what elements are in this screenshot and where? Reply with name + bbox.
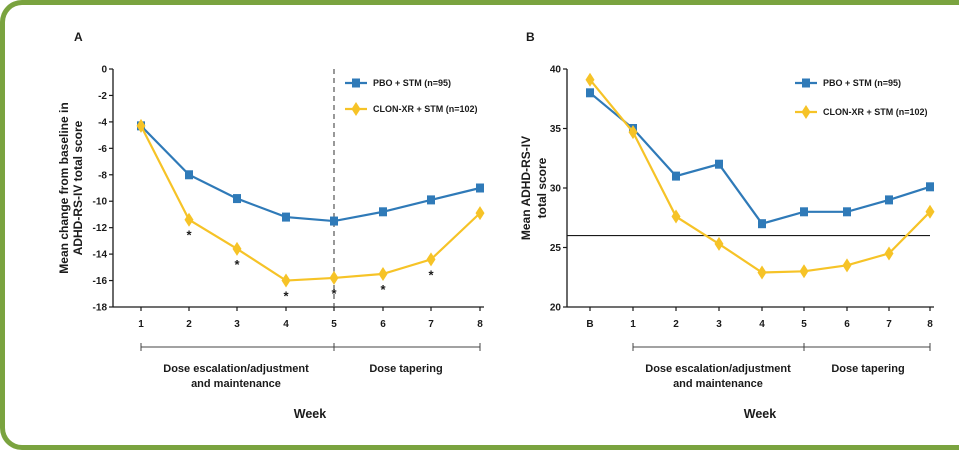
x-tick-label: 4 [759,319,765,330]
x-axis-label: Week [744,407,776,421]
x-tick-label: 7 [886,319,892,330]
y-tick-label: -2 [98,91,107,102]
x-axis-label: Week [294,407,326,421]
data-point [757,265,767,280]
series-line [140,125,481,282]
legend-label: CLON-XR + STM (n=102) [373,104,478,114]
x-tick-label: 8 [927,319,933,330]
x-tick-label: 2 [673,319,679,330]
data-point [585,72,595,87]
data-point [926,182,934,192]
data-point [715,159,723,169]
x-tick-label: 4 [283,319,289,330]
y-axis-label: ADHD-RS-IV total score [71,120,85,255]
chart-panel-b: B 40 35 30 25 20 B 1 2 3 4 5 6 7 8 Mean ADHD-RS-IV total… [519,30,935,421]
data-point [672,171,680,181]
y-axis-label: total score [535,157,549,218]
y-tick-label: -18 [93,303,108,314]
x-tick-label: 3 [716,319,722,330]
y-tick-label: -8 [98,170,107,181]
significance-asterisk: * [331,286,337,301]
phase-label: Dose tapering [369,363,442,375]
y-axis-label: Mean ADHD-RS-IV [519,136,533,240]
data-point [843,207,851,217]
significance-asterisk: * [234,257,240,272]
data-point [378,266,388,281]
data-point [799,264,809,279]
significance-asterisk: * [428,267,434,282]
data-point [281,273,291,288]
phase-label: Dose tapering [831,363,904,375]
significance-asterisk: * [186,228,192,243]
data-point [136,118,146,133]
x-tick-label: 8 [477,319,483,330]
y-tick-label: -6 [98,144,107,155]
data-point [586,88,594,98]
data-point [476,183,484,193]
data-point [842,258,852,273]
data-point [379,207,387,217]
data-point [925,204,935,219]
data-point [885,195,893,205]
phase-label: and maintenance [191,378,281,390]
x-tick-label: 1 [630,319,636,330]
chart-panel-a: A 0 -2 -4 -6 -8 -10 -12 -14 -16 -18 1 2 3 4 5 6 7 8 Mean ch… [57,30,485,421]
panel-label: A [74,30,83,44]
x-tick-label: 7 [428,319,434,330]
data-point [329,270,339,285]
phase-label: Dose escalation/adjustment [645,363,791,375]
y-tick-label: -10 [93,197,108,208]
x-tick-label: 6 [844,319,850,330]
x-tick-label: 5 [331,319,337,330]
data-point [282,212,290,222]
y-tick-label: -14 [93,250,108,261]
panel-label: B [526,30,535,44]
x-tick-label: 2 [186,319,192,330]
legend-label: PBO + STM (n=95) [373,78,451,88]
y-tick-label: -4 [98,117,107,128]
legend-label: PBO + STM (n=95) [823,78,901,88]
legend-marker [802,78,810,88]
data-point [884,246,894,261]
data-point [628,125,638,140]
legend-marker [352,78,360,88]
x-tick-label: 5 [801,319,807,330]
legend-marker [351,102,361,116]
y-tick-label: 40 [550,65,562,76]
legend-marker [801,105,811,119]
y-tick-label: -16 [93,276,108,287]
y-tick-label: 25 [550,243,562,254]
y-tick-label: -12 [93,223,108,234]
y-axis-label: Mean change from baseline in [57,102,71,273]
phase-label: and maintenance [673,378,763,390]
x-tick-label: B [586,319,593,330]
data-point [232,241,242,256]
data-point [426,252,436,267]
series-line [140,125,481,223]
legend-label: CLON-XR + STM (n=102) [823,107,928,117]
data-point [185,170,193,180]
y-tick-label: 30 [550,184,562,195]
significance-asterisk: * [380,282,386,297]
y-tick-label: 0 [101,65,107,76]
data-point [427,195,435,205]
y-tick-label: 20 [550,303,562,314]
data-point [758,219,766,229]
data-point [671,209,681,224]
x-tick-label: 6 [380,319,386,330]
phase-label: Dose escalation/adjustment [163,363,309,375]
data-point [475,206,485,221]
data-point [184,212,194,227]
x-tick-label: 3 [234,319,240,330]
data-point [233,194,241,204]
significance-asterisk: * [283,289,289,304]
data-point [714,236,724,251]
y-tick-label: 35 [550,124,562,135]
x-tick-label: 1 [138,319,144,330]
data-point [330,216,338,226]
data-point [800,207,808,217]
